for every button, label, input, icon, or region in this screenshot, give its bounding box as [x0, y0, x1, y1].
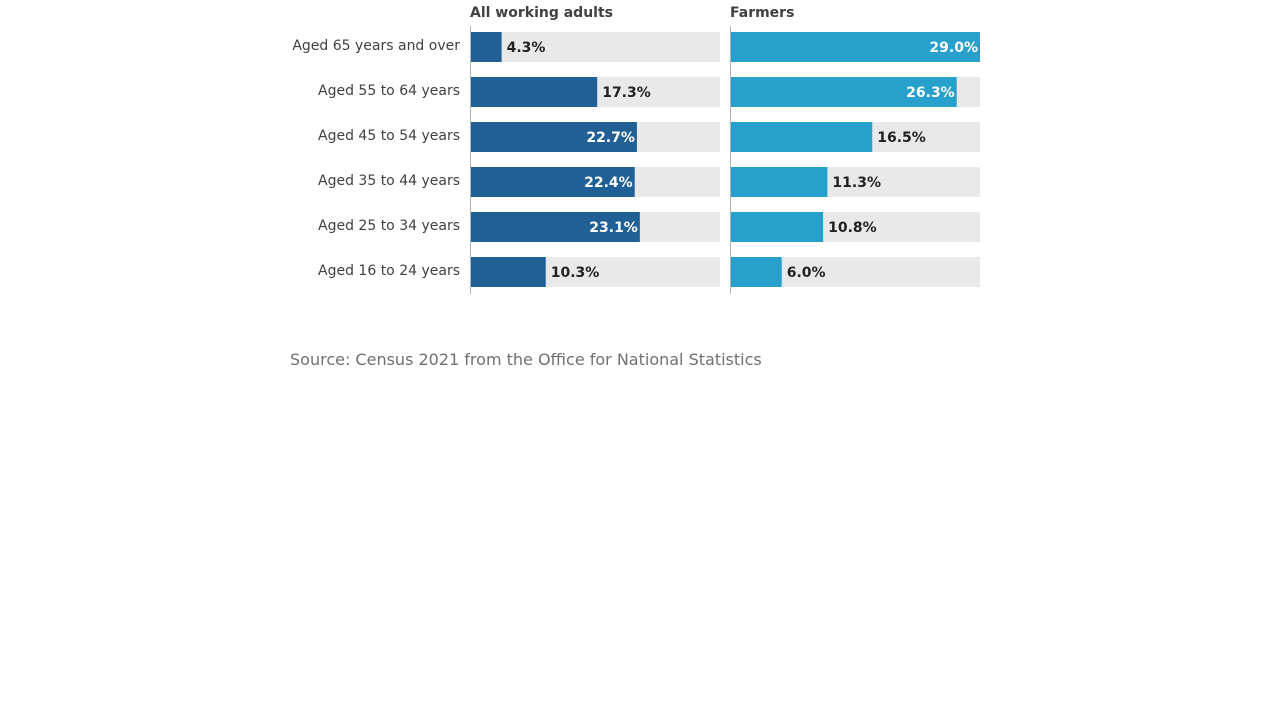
age-distribution-chart: Aged 65 years and over Aged 55 to 64 year… [292, 5, 980, 294]
panel-title: All working adults [470, 5, 613, 21]
category-label: Aged 45 to 54 years [318, 128, 460, 144]
value-label: 11.3% [832, 175, 881, 191]
category-label: Aged 25 to 34 years [318, 218, 460, 234]
bar [470, 77, 598, 107]
value-label: 23.1% [589, 220, 638, 236]
value-label: 4.3% [507, 40, 546, 56]
value-label: 16.5% [877, 130, 926, 146]
bar [730, 212, 824, 242]
value-label: 17.3% [602, 85, 651, 101]
bar [730, 77, 957, 107]
value-label: 29.0% [929, 40, 978, 56]
value-label: 26.3% [906, 85, 955, 101]
bar [470, 122, 637, 152]
bar [470, 212, 640, 242]
bar [470, 257, 546, 287]
category-label: Aged 55 to 64 years [318, 83, 460, 99]
value-label: 22.4% [584, 175, 633, 191]
value-label: 22.7% [586, 130, 635, 146]
bar [470, 32, 502, 62]
category-label: Aged 16 to 24 years [318, 263, 460, 279]
bar [730, 167, 828, 197]
bar [730, 32, 980, 62]
category-label: Aged 35 to 44 years [318, 173, 460, 189]
panel-title: Farmers [730, 5, 794, 21]
source-note: Source: Census 2021 from the Office for … [290, 350, 762, 369]
bar [470, 167, 635, 197]
value-label: 10.3% [551, 265, 600, 281]
value-label: 6.0% [787, 265, 826, 281]
value-label: 10.8% [828, 220, 877, 236]
bar [730, 257, 782, 287]
bar [730, 122, 873, 152]
category-label: Aged 65 years and over [292, 38, 460, 54]
bar-track [470, 32, 720, 62]
